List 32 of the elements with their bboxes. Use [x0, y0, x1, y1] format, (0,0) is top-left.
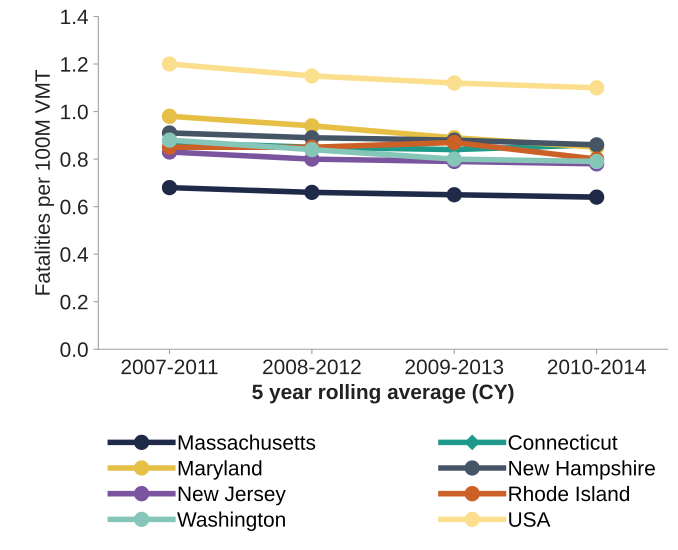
legend-label: New Hampshire	[509, 460, 655, 480]
x-tick-label: 2010-2014	[548, 360, 646, 374]
point	[162, 132, 178, 148]
x-tick-label: 2008-2012	[263, 360, 361, 374]
x-tick-label: 2009-2013	[406, 360, 504, 374]
y-axis-title: Fatalities per 100M VMT	[34, 70, 54, 295]
legend-label: Connecticut	[508, 434, 618, 450]
legend-label: Rhode Island	[509, 486, 630, 502]
y-tick-label: 0.6	[60, 200, 88, 214]
point	[162, 56, 178, 72]
point	[589, 189, 604, 205]
x-tick-label: 2007-2011	[122, 360, 218, 374]
y-tick-label: 0.8	[60, 152, 88, 167]
y-tick-label: 1.2	[61, 57, 88, 72]
legend-label: New Jersey	[178, 486, 286, 506]
y-tick-label: 0.2	[60, 294, 88, 310]
legend-label: Maryland	[178, 460, 262, 480]
point	[589, 80, 604, 96]
y-tick-label: 0.0	[60, 342, 88, 358]
x-axis-title: 5 year rolling average (CY)	[252, 384, 514, 404]
point	[304, 184, 320, 200]
legend-label: Massachusetts	[178, 434, 316, 450]
y-tick-label: 1.4	[61, 10, 88, 24]
legend-label: Washington	[177, 512, 285, 531]
y-tick-label: 1.0	[61, 104, 88, 120]
y-tick-label: 0.4	[60, 247, 88, 262]
point	[304, 68, 320, 84]
point	[446, 75, 462, 91]
legend-label: USA	[509, 512, 550, 527]
point	[162, 108, 178, 124]
point	[162, 180, 178, 196]
point	[446, 187, 462, 202]
